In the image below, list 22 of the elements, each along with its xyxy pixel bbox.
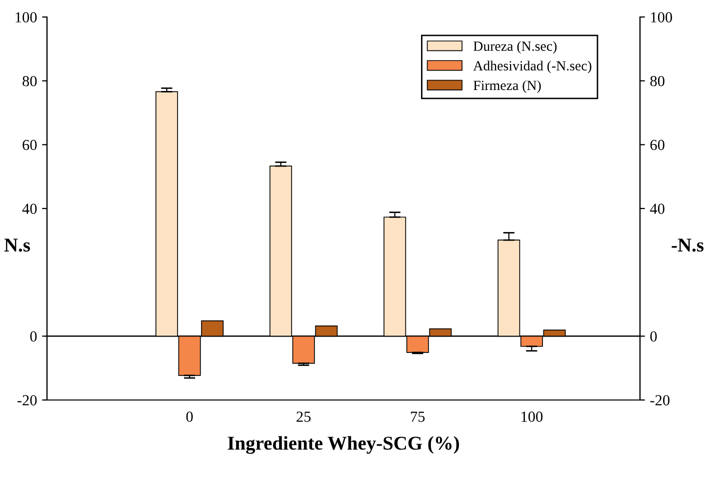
y2-tick-label: 60 — [650, 140, 664, 150]
y-tick-label: 0 — [30, 331, 37, 342]
legend-label: Firmeza (N) — [474, 80, 541, 93]
y2-tick-label: -20 — [650, 395, 670, 406]
y2-tick-label: 0 — [650, 331, 657, 342]
y2-tick-label: 80 — [650, 76, 664, 86]
x-tick-label: 25 — [296, 412, 311, 422]
y-axis-title: N.s — [4, 238, 30, 252]
x-tick-label: 100 — [522, 412, 543, 422]
x-axis-title: Ingrediente Whey-SCG (%) — [228, 436, 459, 454]
y-tick-label: 40 — [22, 204, 37, 214]
y2-axis-title: -N.s — [672, 238, 704, 252]
legend-label: Adhesividad (-N.sec) — [473, 60, 592, 74]
y-tick-label: -20 — [17, 395, 37, 406]
y-tick-label: 80 — [22, 76, 37, 86]
x-tick-label: 0 — [186, 412, 193, 422]
y2-tick-label: 100 — [651, 12, 672, 22]
y-tick-label: 100 — [16, 12, 37, 22]
x-tick-label: 75 — [410, 412, 425, 422]
y2-tick-label: 40 — [650, 204, 664, 214]
y-tick-label: 60 — [22, 140, 37, 150]
legend-label: Dureza (N.sec) — [474, 41, 557, 54]
